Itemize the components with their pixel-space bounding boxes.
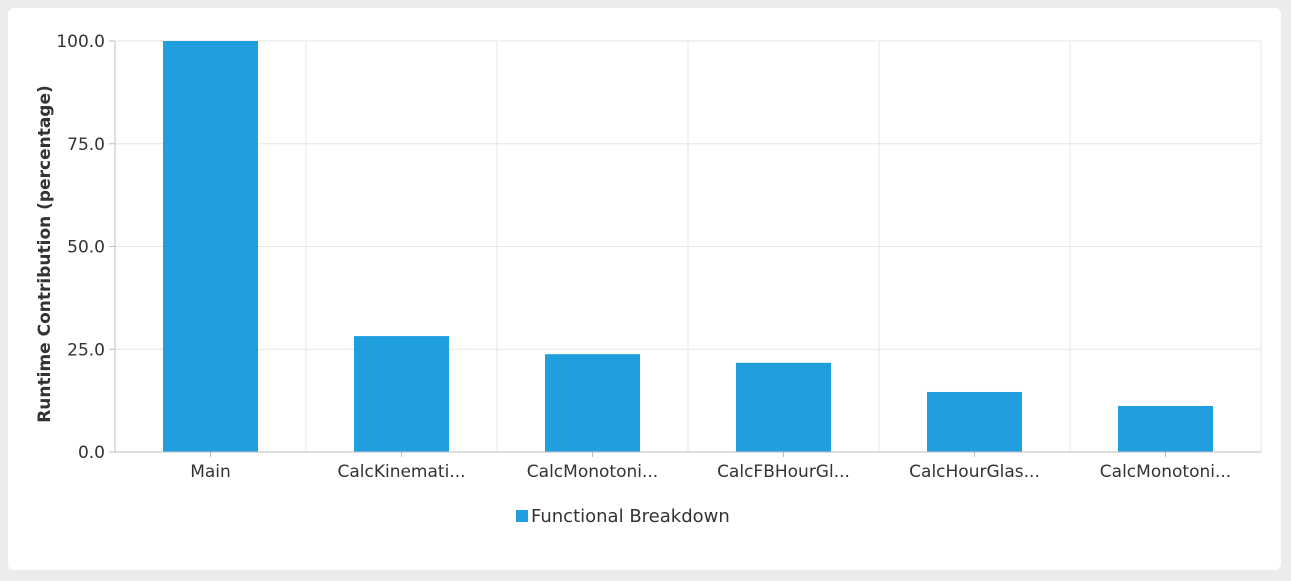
y-tick-label: 0.0 — [78, 443, 105, 463]
bar[interactable] — [1118, 405, 1213, 452]
x-tick-label: CalcKinemati... — [337, 462, 465, 482]
axes — [109, 40, 1261, 457]
x-tick-label: Main — [190, 462, 231, 482]
legend-swatch — [516, 510, 528, 522]
bar-chart: 0.0 25.0 50.0 75.0 100.0 Main CalcKinemati...… — [35, 32, 1262, 527]
x-tick-label: CalcFBHourGl... — [717, 462, 850, 482]
chart-card: 0.0 25.0 50.0 75.0 100.0 Main CalcKinemati...… — [8, 8, 1281, 570]
bar[interactable] — [927, 391, 1022, 452]
bar[interactable] — [163, 41, 258, 452]
x-tick-label: CalcMonotoni... — [527, 462, 658, 482]
legend[interactable]: Functional Breakdown — [516, 506, 730, 527]
y-tick-label: 75.0 — [67, 135, 105, 155]
y-tick-labels: 0.0 25.0 50.0 75.0 100.0 — [56, 32, 105, 463]
legend-label: Functional Breakdown — [531, 506, 730, 527]
y-tick-label: 25.0 — [67, 340, 105, 360]
x-tick-labels: Main CalcKinemati... CalcMonotoni... CalcFB… — [190, 462, 1231, 482]
y-axis-title: Runtime Contribution (percentage) — [35, 85, 55, 423]
bar[interactable] — [545, 354, 640, 452]
y-tick-label: 50.0 — [67, 238, 105, 258]
y-tick-label: 100.0 — [56, 32, 105, 52]
bar[interactable] — [354, 336, 449, 452]
bars — [163, 41, 1213, 452]
x-tick-label: CalcHourGlas... — [909, 462, 1040, 482]
x-tick-label: CalcMonotoni... — [1100, 462, 1231, 482]
gridlines — [115, 40, 1262, 453]
bar[interactable] — [736, 362, 831, 452]
